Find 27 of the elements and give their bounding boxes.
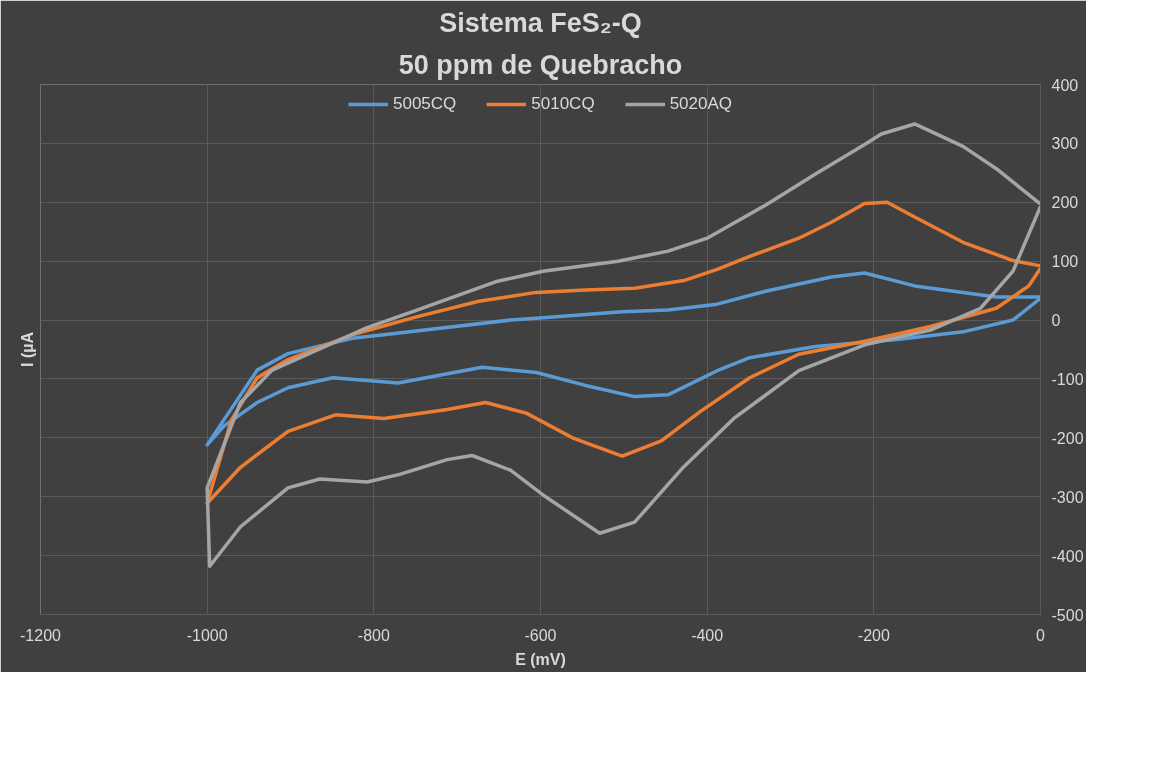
chart-subtitle: 50 ppm de Quebracho — [398, 49, 683, 80]
x-axis-title: E (mV) — [515, 650, 566, 668]
y-tick-label: 100 — [1051, 253, 1079, 271]
x-tick-label: -1000 — [186, 626, 228, 644]
x-tick-label: -200 — [857, 626, 890, 644]
x-tick-label: -800 — [357, 626, 390, 644]
x-tick-label: -600 — [524, 626, 557, 644]
legend-label: 5005CQ — [392, 94, 457, 114]
legend-label: 5020AQ — [669, 94, 733, 114]
y-tick-label: 300 — [1051, 135, 1079, 153]
legend-label: 5010CQ — [531, 94, 595, 114]
y-tick-label: -200 — [1051, 429, 1084, 447]
line-series — [205, 122, 1041, 568]
x-tick-label: -400 — [691, 626, 724, 644]
y-tick-label: -300 — [1051, 488, 1084, 506]
chart-title: Sistema FeS₂-Q — [439, 7, 642, 38]
line-series — [205, 271, 1041, 447]
y-tick-label: -500 — [1051, 606, 1084, 624]
y-tick-label: -100 — [1051, 370, 1084, 388]
y-axis-title: I (µA — [18, 331, 36, 367]
y-tick-label: 400 — [1051, 76, 1079, 94]
line-series — [205, 200, 1041, 505]
y-tick-label: -400 — [1051, 547, 1084, 565]
x-tick-label: 0 — [1036, 626, 1046, 644]
y-tick-label: 0 — [1051, 312, 1061, 330]
y-tick-label: 200 — [1051, 194, 1079, 212]
x-tick-label: -1200 — [20, 626, 62, 644]
